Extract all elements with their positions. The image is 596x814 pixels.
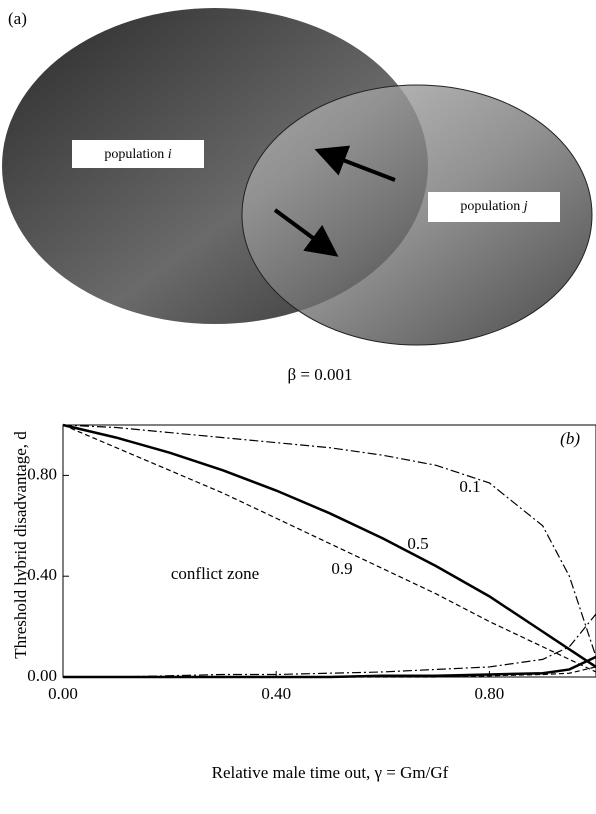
series-label: 0.5 [407,534,428,553]
label-index: j [522,199,528,214]
panel-label: (b) [560,429,580,448]
plot-frame [62,424,596,678]
panel-label: (a) [8,9,27,28]
population-label: population j [460,199,527,214]
series-line [63,613,596,678]
series-label: 0.1 [459,477,480,496]
series-line [62,423,596,668]
series-line [63,666,596,678]
y-tick-label: 0.40 [27,565,57,584]
population-label: population i [104,147,171,162]
y-axis-label: Threshold hybrid disadvantage, d [11,431,30,659]
x-tick-label: 0.00 [48,684,78,703]
label-index: i [168,147,172,162]
label-box [428,192,560,222]
arrow [273,208,339,257]
series-label: 0.9 [331,559,352,578]
label-text: population [104,147,164,162]
y-tick-label: 0.00 [27,666,57,685]
x-axis-label: Relative male time out, γ = Gm/Gf [212,763,449,782]
series-line [63,655,596,679]
arrow [314,145,396,182]
y-tick-label: 0.80 [27,464,57,483]
series-line [62,424,596,673]
chart-title: β = 0.001 [288,365,353,384]
x-tick-label: 0.80 [475,684,505,703]
x-tick-label: 0.40 [261,684,291,703]
annotation: conflict zone [171,564,259,583]
label-box [72,140,204,168]
series-line [62,424,596,658]
label-text: population [460,199,520,214]
